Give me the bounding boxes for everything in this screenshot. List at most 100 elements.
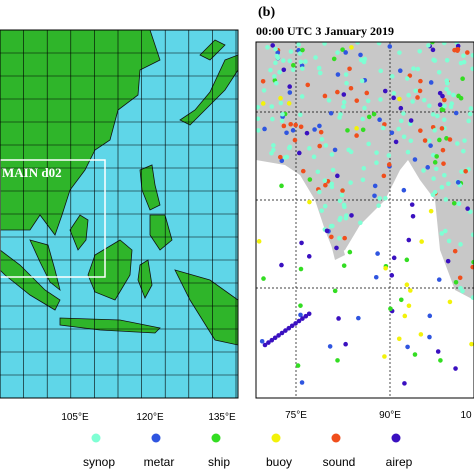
obs-dot (317, 70, 323, 76)
obs-dot (437, 102, 443, 107)
obs-dot (299, 94, 305, 99)
obs-dot (271, 143, 276, 148)
obs-dot (307, 146, 312, 151)
obs-dot (380, 125, 386, 131)
obs-dot (469, 341, 474, 347)
obs-dot (442, 97, 447, 103)
obs-dot (340, 188, 345, 193)
obs-dot (311, 154, 317, 160)
obs-dot (381, 173, 387, 179)
obs-dot (343, 72, 349, 77)
obs-dot (300, 66, 305, 71)
obs-dot (470, 232, 474, 237)
obs-dot (328, 110, 334, 116)
legend-dot (211, 433, 221, 443)
grid (0, 30, 238, 398)
obs-dot (377, 117, 382, 123)
obs-dot (404, 76, 410, 81)
obs-dot (406, 237, 412, 243)
obs-dot (286, 325, 292, 331)
obs-dot (404, 257, 410, 263)
obs-dot (290, 128, 296, 133)
obs-dot (297, 150, 302, 156)
obs-dot (337, 217, 342, 223)
obs-dot (348, 85, 354, 91)
obs-dot (277, 69, 282, 75)
obs-dot (299, 380, 305, 385)
obs-dot (288, 49, 294, 54)
obs-dot (279, 262, 284, 268)
obs-dot (315, 169, 321, 175)
obs-dot (326, 98, 332, 103)
obs-dot (270, 116, 275, 122)
obs-dot (317, 143, 322, 149)
obs-dot (428, 143, 433, 148)
obs-dot (322, 203, 328, 209)
obs-dot (307, 199, 312, 205)
obs-dot (269, 150, 274, 156)
obs-dot (373, 274, 379, 280)
obs-dot (279, 118, 285, 124)
obs-dot (331, 56, 337, 62)
obs-dot (439, 107, 445, 112)
legend-dot (331, 433, 341, 443)
obs-dot (440, 147, 446, 153)
obs-dot (391, 95, 396, 101)
obs-dot (327, 344, 333, 349)
obs-dot (465, 50, 470, 55)
obs-dot (356, 315, 361, 321)
obs-dot (456, 93, 461, 99)
obs-dot (312, 127, 317, 132)
obs-dot (382, 88, 388, 94)
obs-dot (447, 137, 453, 142)
obs-dot (377, 196, 383, 201)
obs-dot (402, 381, 407, 386)
obs-dot (340, 47, 345, 52)
obs-dot (412, 352, 418, 357)
obs-dot (287, 144, 293, 150)
obs-dot (281, 58, 286, 63)
obs-dot (287, 58, 293, 64)
obs-dot (290, 67, 296, 73)
obs-dot (430, 112, 436, 117)
map-a: MAIN d02 (0, 30, 238, 398)
obs-dot (291, 62, 296, 68)
obs-dot (317, 189, 322, 195)
legend-label: ship (208, 455, 230, 469)
obs-dot (297, 112, 303, 118)
obs-dot (277, 154, 283, 160)
obs-dot (272, 74, 277, 79)
obs-dot (405, 344, 410, 350)
obs-dot (256, 104, 261, 110)
obs-dot (441, 117, 447, 123)
obs-dot (446, 90, 452, 96)
obs-dot (354, 126, 359, 131)
obs-dot (364, 90, 370, 96)
obs-dot (300, 47, 305, 53)
obs-dot (273, 80, 279, 86)
obs-dot (374, 150, 379, 155)
obs-dot (408, 288, 413, 293)
obs-dot (279, 158, 285, 164)
obs-dot (467, 111, 473, 117)
obs-dot (261, 276, 266, 281)
obs-dot (458, 242, 463, 247)
obs-dot (437, 90, 443, 96)
obs-dot (283, 328, 288, 333)
obs-dot (262, 126, 267, 132)
obs-dot (419, 239, 424, 244)
obs-dot (280, 111, 285, 117)
obs-dot (366, 114, 372, 120)
obs-dot (444, 57, 450, 63)
obs-dot (360, 127, 366, 133)
obs-dot (341, 92, 347, 97)
obs-dot (408, 118, 414, 123)
legend: synop metar ship buoy sound airep (83, 433, 413, 469)
obs-dot (281, 67, 287, 73)
obs-dot (317, 123, 322, 129)
obs-dot (341, 104, 346, 110)
obs-dot (349, 213, 354, 218)
obs-dot (421, 97, 427, 103)
legend-dot (91, 433, 101, 443)
